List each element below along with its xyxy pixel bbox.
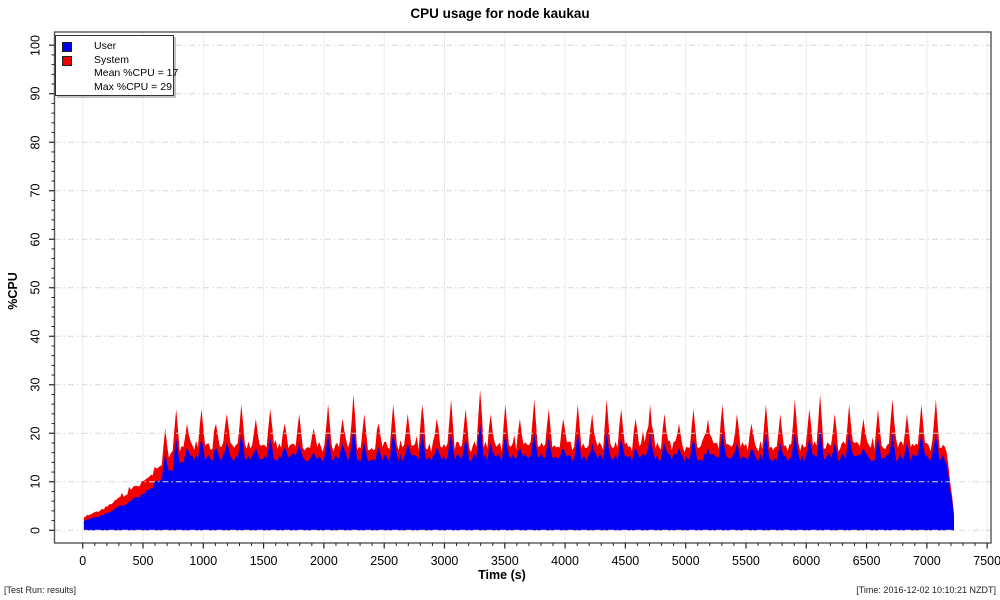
x-axis-title: Time (s)	[478, 568, 526, 582]
x-tick-label: 1000	[189, 554, 218, 568]
legend-label: System	[94, 53, 130, 66]
x-tick-label: 4000	[551, 554, 579, 568]
legend-stat: Max %CPU = 29	[56, 81, 173, 94]
x-tick-label: 2500	[370, 554, 399, 568]
legend-label: User	[94, 40, 117, 52]
y-tick-label: 10	[28, 474, 43, 489]
legend-item-user: User	[56, 40, 173, 53]
x-tick-label: 5000	[671, 554, 700, 568]
x-tick-label: 2000	[309, 554, 338, 568]
x-tick-label: 3000	[430, 554, 459, 568]
y-tick-label: 20	[28, 426, 43, 441]
footer-timestamp: [Time: 2016-12-02 10:10:21 NZDT]	[856, 585, 996, 595]
x-tick-label: 6500	[852, 554, 881, 568]
y-tick-label: 40	[28, 329, 43, 344]
legend-stat-text: Mean %CPU = 17	[94, 67, 179, 79]
x-tick-label: 1500	[249, 554, 278, 568]
x-tick-label: 4500	[611, 554, 640, 568]
x-tick-label: 7500	[973, 554, 1000, 568]
y-tick-label: 0	[28, 526, 43, 534]
footer-test-run: [Test Run: results]	[4, 585, 77, 595]
user-area	[83, 423, 954, 531]
legend-item-system: System	[56, 54, 173, 67]
y-tick-label: 90	[28, 86, 43, 101]
x-tick-label: 7000	[912, 554, 941, 568]
x-tick-label: 3500	[490, 554, 519, 568]
y-axis-title: %CPU	[6, 272, 20, 310]
legend-stat: Mean %CPU = 17	[56, 67, 178, 80]
legend-swatch-user-icon	[62, 42, 72, 52]
y-tick-label: 80	[28, 135, 43, 150]
x-tick-label: 5500	[732, 554, 760, 568]
chart-title: CPU usage for node kaukau	[410, 6, 590, 21]
y-tick-label: 60	[28, 232, 43, 247]
legend-swatch-system-icon	[62, 55, 72, 66]
x-tick-label: 6000	[792, 554, 821, 568]
y-tick-label: 50	[28, 280, 43, 295]
legend-stat-text: Max %CPU = 29	[94, 80, 172, 93]
x-tick-label: 0	[79, 554, 87, 568]
x-tick-label: 500	[132, 554, 154, 568]
y-tick-label: 30	[28, 377, 43, 392]
legend: User System Mean %CPU = 17 Max %CPU = 29	[55, 35, 178, 96]
y-tick-label: 100	[28, 34, 43, 56]
y-tick-label: 70	[28, 183, 43, 198]
